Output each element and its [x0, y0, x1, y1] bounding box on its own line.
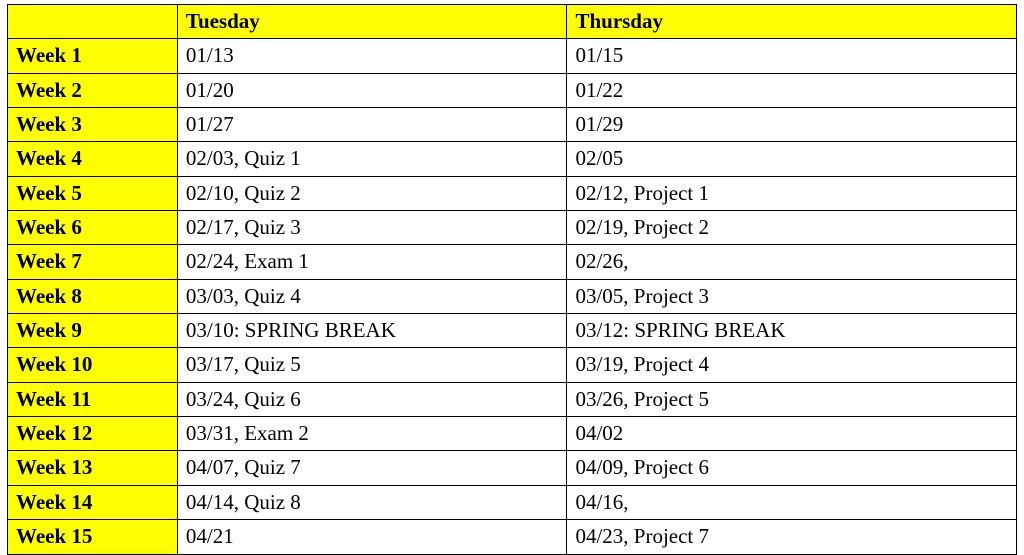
tuesday-cell: 01/20 — [177, 73, 567, 107]
tuesday-cell: 04/07, Quiz 7 — [177, 451, 567, 485]
thursday-cell: 02/26, — [567, 245, 1017, 279]
tuesday-cell: 04/21 — [177, 520, 567, 554]
thursday-cell: 01/29 — [567, 108, 1017, 142]
table-row: Week 101/1301/15 — [8, 39, 1017, 73]
week-cell: Week 3 — [8, 108, 178, 142]
tuesday-cell: 03/31, Exam 2 — [177, 417, 567, 451]
week-cell: Week 14 — [8, 485, 178, 519]
table-header-row: Tuesday Thursday — [8, 5, 1017, 39]
thursday-cell: 03/26, Project 5 — [567, 382, 1017, 416]
thursday-cell: 01/15 — [567, 39, 1017, 73]
week-cell: Week 2 — [8, 73, 178, 107]
tuesday-cell: 03/10: SPRING BREAK — [177, 314, 567, 348]
week-cell: Week 5 — [8, 176, 178, 210]
thursday-cell: 04/23, Project 7 — [567, 520, 1017, 554]
week-cell: Week 10 — [8, 348, 178, 382]
table-row: Week 301/2701/29 — [8, 108, 1017, 142]
table-row: Week 502/10, Quiz 202/12, Project 1 — [8, 176, 1017, 210]
thursday-cell: 04/09, Project 6 — [567, 451, 1017, 485]
table-row: Week 1504/2104/23, Project 7 — [8, 520, 1017, 554]
week-cell: Week 8 — [8, 279, 178, 313]
tuesday-cell: 02/24, Exam 1 — [177, 245, 567, 279]
thursday-cell: 03/12: SPRING BREAK — [567, 314, 1017, 348]
tuesday-cell: 01/27 — [177, 108, 567, 142]
tuesday-cell: 03/17, Quiz 5 — [177, 348, 567, 382]
table-row: Week 903/10: SPRING BREAK03/12: SPRING B… — [8, 314, 1017, 348]
week-cell: Week 15 — [8, 520, 178, 554]
col-header-week — [8, 5, 178, 39]
week-cell: Week 6 — [8, 211, 178, 245]
tuesday-cell: 03/03, Quiz 4 — [177, 279, 567, 313]
col-header-thursday: Thursday — [567, 5, 1017, 39]
tuesday-cell: 02/03, Quiz 1 — [177, 142, 567, 176]
table-row: Week 201/2001/22 — [8, 73, 1017, 107]
table-row: Week 602/17, Quiz 302/19, Project 2 — [8, 211, 1017, 245]
tuesday-cell: 04/14, Quiz 8 — [177, 485, 567, 519]
week-cell: Week 12 — [8, 417, 178, 451]
table-row: Week 1003/17, Quiz 503/19, Project 4 — [8, 348, 1017, 382]
week-cell: Week 9 — [8, 314, 178, 348]
thursday-cell: 03/05, Project 3 — [567, 279, 1017, 313]
table-row: Week 702/24, Exam 102/26, — [8, 245, 1017, 279]
week-cell: Week 13 — [8, 451, 178, 485]
week-cell: Week 7 — [8, 245, 178, 279]
thursday-cell: 04/02 — [567, 417, 1017, 451]
table-row: Week 402/03, Quiz 102/05 — [8, 142, 1017, 176]
week-cell: Week 1 — [8, 39, 178, 73]
thursday-cell: 02/19, Project 2 — [567, 211, 1017, 245]
tuesday-cell: 02/17, Quiz 3 — [177, 211, 567, 245]
thursday-cell: 04/16, — [567, 485, 1017, 519]
week-cell: Week 4 — [8, 142, 178, 176]
table-body: Week 101/1301/15 Week 201/2001/22 Week 3… — [8, 39, 1017, 554]
tuesday-cell: 02/10, Quiz 2 — [177, 176, 567, 210]
table-row: Week 1203/31, Exam 204/02 — [8, 417, 1017, 451]
table-row: Week 1304/07, Quiz 704/09, Project 6 — [8, 451, 1017, 485]
tuesday-cell: 01/13 — [177, 39, 567, 73]
week-cell: Week 11 — [8, 382, 178, 416]
tuesday-cell: 03/24, Quiz 6 — [177, 382, 567, 416]
table-row: Week 803/03, Quiz 403/05, Project 3 — [8, 279, 1017, 313]
table-row: Week 1103/24, Quiz 603/26, Project 5 — [8, 382, 1017, 416]
thursday-cell: 02/12, Project 1 — [567, 176, 1017, 210]
table-row: Week 1404/14, Quiz 804/16, — [8, 485, 1017, 519]
col-header-tuesday: Tuesday — [177, 5, 567, 39]
thursday-cell: 01/22 — [567, 73, 1017, 107]
thursday-cell: 03/19, Project 4 — [567, 348, 1017, 382]
thursday-cell: 02/05 — [567, 142, 1017, 176]
schedule-table: Tuesday Thursday Week 101/1301/15 Week 2… — [7, 4, 1017, 555]
